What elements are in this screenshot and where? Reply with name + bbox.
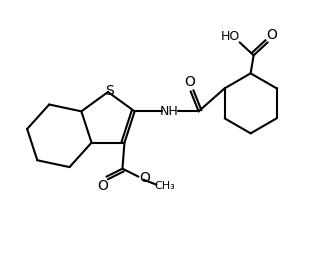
Text: CH₃: CH₃ xyxy=(154,181,175,191)
Text: O: O xyxy=(184,75,195,89)
Text: O: O xyxy=(266,28,277,42)
Text: HO: HO xyxy=(221,30,240,43)
Text: O: O xyxy=(139,171,150,185)
Text: O: O xyxy=(97,179,108,193)
Text: S: S xyxy=(105,84,113,98)
Text: NH: NH xyxy=(159,105,178,118)
